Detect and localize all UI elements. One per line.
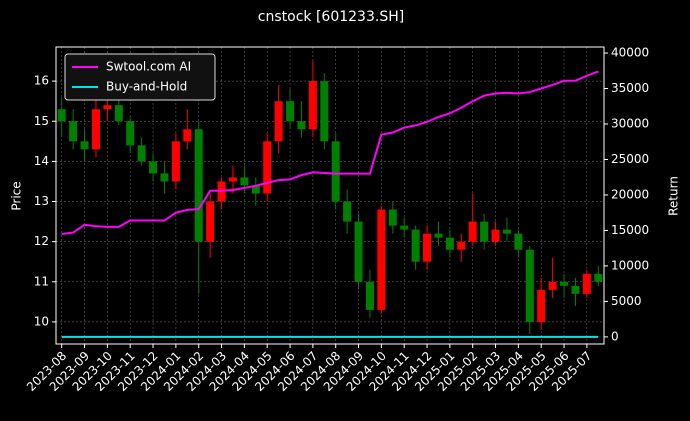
candle-body <box>228 177 237 182</box>
y-tick-label: 13 <box>34 194 49 208</box>
plot-frame <box>55 46 605 345</box>
candle-body <box>126 121 135 146</box>
candle-body <box>194 129 203 242</box>
y-tick-label: 12 <box>34 234 49 248</box>
candle-body <box>514 233 523 250</box>
candle-body <box>525 249 534 322</box>
candle-body <box>365 281 374 310</box>
candle-body <box>69 121 78 142</box>
candle-body <box>582 273 591 294</box>
y2-tick-label: 10000 <box>611 258 649 272</box>
candle-body <box>103 105 112 110</box>
candle-body <box>240 177 249 186</box>
y2-tick-label: 40000 <box>611 46 649 60</box>
y2-axis-label: Return <box>667 176 681 216</box>
candle-body <box>183 129 192 142</box>
candle-body <box>354 221 363 282</box>
candle-body <box>308 81 317 130</box>
candle-body <box>468 221 477 242</box>
candle-body <box>137 145 146 162</box>
candle-body <box>114 105 123 122</box>
candle-body <box>594 273 603 282</box>
candle-body <box>91 109 100 150</box>
y2-tick-label: 35000 <box>611 81 649 95</box>
candle-body <box>434 233 443 238</box>
candle-body <box>206 201 215 242</box>
candle-body <box>297 121 306 130</box>
y2-tick-label: 30000 <box>611 117 649 131</box>
legend-label: Buy-and-Hold <box>106 80 187 94</box>
candle-body <box>320 81 329 142</box>
candle-body <box>571 285 580 294</box>
y2-tick-label: 25000 <box>611 152 649 166</box>
y2-tick-label: 15000 <box>611 223 649 237</box>
candle-body <box>171 141 180 182</box>
candle-body <box>286 101 295 122</box>
candle-body <box>388 209 397 226</box>
candle-body <box>423 233 432 262</box>
candle-body <box>537 289 546 322</box>
candle-body <box>80 141 89 150</box>
y-axis-label: Price <box>10 181 24 210</box>
y2-tick-label: 5000 <box>611 294 642 308</box>
candle-body <box>480 221 489 242</box>
candle-body <box>502 229 511 234</box>
legend-box <box>64 53 216 101</box>
candle-body <box>274 101 283 142</box>
candle-body <box>445 237 454 250</box>
candle-body <box>411 229 420 262</box>
candle-body <box>343 201 352 222</box>
y-tick-label: 14 <box>34 154 49 168</box>
candle-body <box>263 141 272 194</box>
candle-body <box>560 281 569 286</box>
legend-label: Swtool.com AI <box>106 60 191 74</box>
candle-body <box>331 141 340 202</box>
candle-body <box>149 161 158 174</box>
candle-body <box>548 281 557 290</box>
y-tick-label: 15 <box>34 114 49 128</box>
candle-body <box>457 241 466 250</box>
y-tick-label: 11 <box>34 274 49 288</box>
y-tick-label: 16 <box>34 74 49 88</box>
candle-body <box>57 109 66 122</box>
return-line <box>61 70 599 235</box>
candle-body <box>251 185 260 194</box>
y2-tick-label: 0 <box>611 329 619 343</box>
candle-body <box>160 173 169 182</box>
chart-title: cnstock [601233.SH] <box>258 9 404 25</box>
y2-tick-label: 20000 <box>611 187 649 201</box>
candle-body <box>491 229 500 242</box>
y-tick-label: 10 <box>34 314 49 328</box>
legend: Swtool.com AI Buy-and-Hold <box>64 53 216 101</box>
candle-body <box>400 225 409 230</box>
candle-body <box>377 209 386 310</box>
